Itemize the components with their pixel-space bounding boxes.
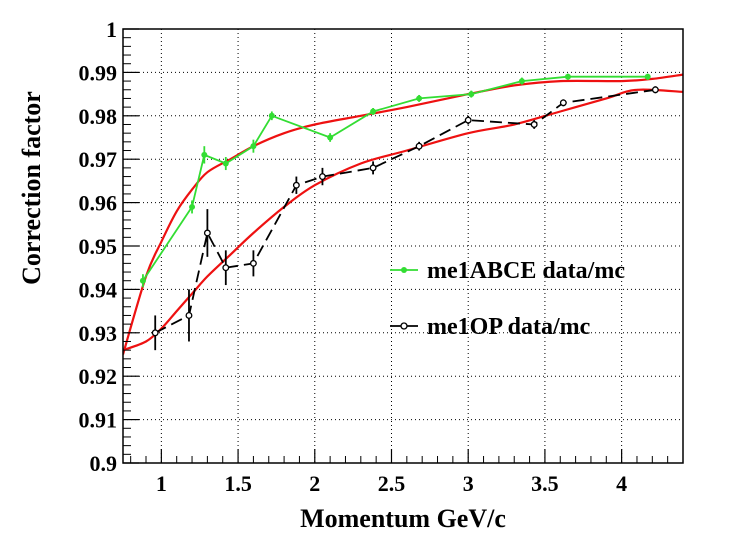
data-point xyxy=(464,116,472,124)
x-tick-label: 4 xyxy=(616,471,627,496)
data-point xyxy=(249,259,257,267)
legend-entry-2: me1OP data/mc xyxy=(390,314,591,340)
data-point xyxy=(203,229,211,237)
data-point xyxy=(151,329,159,337)
data-point xyxy=(468,91,475,98)
data-point xyxy=(370,108,377,115)
fit-curve-1 xyxy=(123,73,683,355)
data-point xyxy=(518,78,525,85)
x-tick-label: 1.5 xyxy=(224,471,252,496)
series-1 xyxy=(139,73,651,288)
data-point xyxy=(319,173,326,181)
legend-label: me1OP data/mc xyxy=(427,314,591,340)
data-point xyxy=(559,99,567,107)
y-tick-label: 0.98 xyxy=(79,104,118,129)
data-series xyxy=(139,73,659,351)
y-tick-label: 0.96 xyxy=(79,191,118,216)
data-point xyxy=(189,203,196,210)
data-point xyxy=(185,311,193,319)
y-tick-label: 0.93 xyxy=(79,321,118,346)
series-2 xyxy=(151,86,659,351)
data-point xyxy=(415,142,423,150)
data-point xyxy=(292,181,300,189)
axis-ticks: 1 1.5 2 2.5 3 3.5 4 0.9 0.91 0.92 0.93 0.94 0.95 0.96… xyxy=(79,17,669,496)
data-point xyxy=(201,151,208,158)
x-tick-label: 1 xyxy=(156,471,167,496)
data-point xyxy=(250,143,257,150)
data-point xyxy=(222,264,230,272)
fit-curves xyxy=(123,73,683,355)
fit-curve-2 xyxy=(123,88,683,352)
y-tick-label: 0.92 xyxy=(79,364,118,389)
data-point xyxy=(139,277,146,284)
y-tick-label: 1 xyxy=(106,17,117,42)
data-point xyxy=(530,121,538,128)
y-tick-label: 0.95 xyxy=(79,234,118,259)
x-tick-label: 3 xyxy=(463,471,474,496)
data-point xyxy=(222,160,229,167)
data-point xyxy=(416,95,423,102)
y-tick-label: 0.94 xyxy=(79,277,118,302)
x-tick-label: 3.5 xyxy=(531,471,559,496)
legend-marker xyxy=(401,267,407,273)
data-point xyxy=(327,134,334,141)
x-tick-label: 2.5 xyxy=(378,471,406,496)
y-tick-label: 0.9 xyxy=(90,451,118,476)
y-tick-label: 0.99 xyxy=(79,60,118,85)
y-tick-label: 0.97 xyxy=(79,147,118,172)
data-point xyxy=(644,73,651,80)
data-point xyxy=(651,86,659,94)
x-tick-label: 2 xyxy=(309,471,320,496)
legend-marker xyxy=(400,322,408,330)
x-axis-title: Momentum GeV/c xyxy=(300,504,506,533)
y-tick-label: 0.91 xyxy=(79,408,118,433)
legend-entry-1: me1ABCE data/mc xyxy=(390,258,625,284)
legend-label: me1ABCE data/mc xyxy=(427,258,625,284)
y-axis-title: Correction factor xyxy=(17,91,46,285)
data-point xyxy=(564,73,571,80)
data-point xyxy=(268,112,275,119)
grid-lines xyxy=(123,29,683,463)
data-point xyxy=(369,164,377,172)
legend: me1ABCE data/mc me1OP data/mc xyxy=(390,258,625,340)
